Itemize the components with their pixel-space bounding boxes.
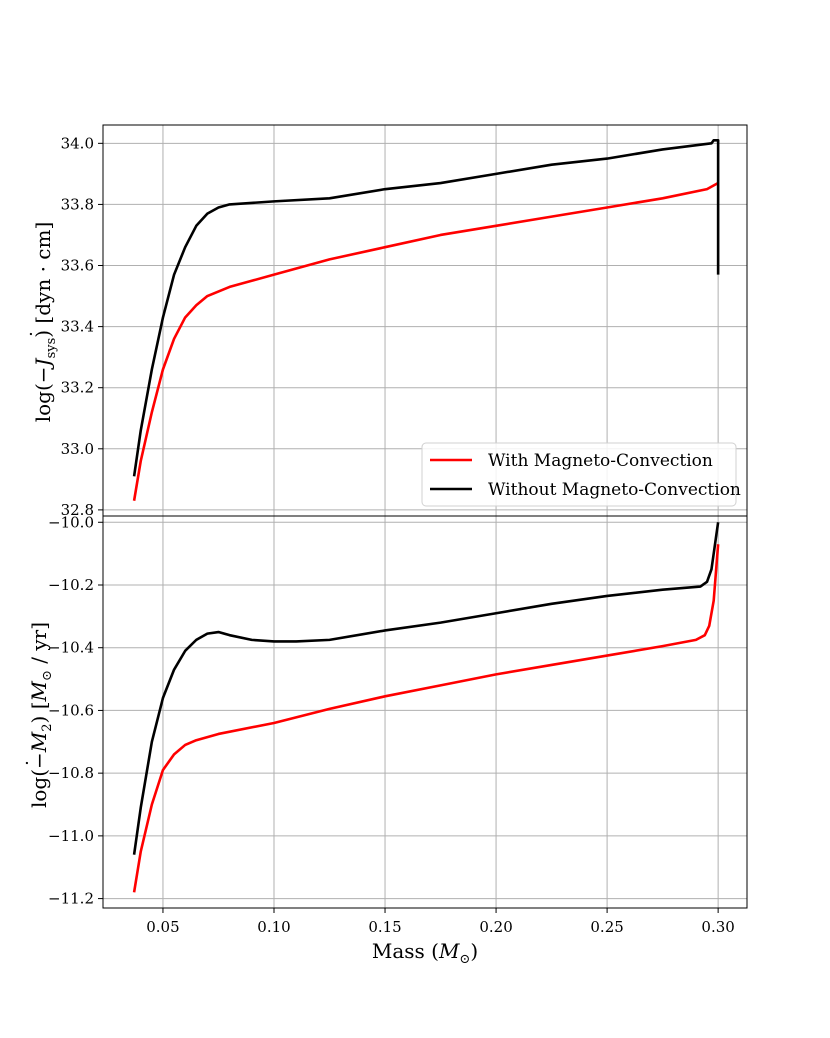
top-y-tick-label: 34.0 — [61, 134, 94, 152]
bottom-series-line-with-magneto-convection — [132, 544, 720, 893]
top-panel-jdot-sys: 32.8 33.0 33.2 33.4 33.6 33.8 34.0 With Magneto… — [61, 124, 748, 519]
top-series-line-without-magneto-convection — [132, 138, 720, 477]
x-tick-label: 0.25 — [590, 918, 623, 936]
legend-label-without-magneto-convection: Without Magneto-Convection — [488, 480, 741, 500]
top-y-axis-label: log(−Jsys) [dyn · cm] — [31, 222, 59, 423]
bottom-panel-mdot-2: −11.2 −11.0 −10.8 −10.6 −10.4 −10.2 −10.0 0.05 0… — [48, 513, 748, 936]
x-tick-label: 0.30 — [701, 918, 734, 936]
bottom-y-tick-label: −10.4 — [48, 639, 94, 657]
top-y-tick-label: 33.0 — [61, 440, 94, 458]
bottom-series-line-without-magneto-convection — [132, 522, 720, 855]
bottom-y-tick-label: −10.0 — [48, 513, 94, 531]
top-series-line-with-magneto-convection — [132, 181, 719, 501]
top-y-tick-label: 33.6 — [61, 257, 94, 275]
legend-label-with-magneto-convection: With Magneto-Convection — [488, 451, 713, 471]
bottom-y-tick-label: −11.0 — [48, 827, 94, 845]
top-y-tick-label: 33.2 — [61, 379, 94, 397]
bottom-y-tick-label: −10.8 — [48, 764, 94, 782]
bottom-y-tick-label: −11.2 — [48, 890, 94, 908]
legend: With Magneto-Convection Without Magneto-C… — [421, 442, 741, 507]
top-y-tick-label: 33.4 — [61, 318, 94, 336]
x-tick-label: 0.10 — [257, 918, 290, 936]
bottom-y-tick-label: −10.2 — [48, 576, 94, 594]
bottom-y-axis-label-dot: ˙ — [22, 758, 46, 768]
x-tick-label: 0.05 — [146, 918, 179, 936]
x-tick-label: 0.15 — [368, 918, 401, 936]
x-tick-label: 0.20 — [479, 918, 512, 936]
top-y-tick-label: 33.8 — [61, 195, 94, 213]
top-y-axis-label-dot: ˙ — [26, 329, 50, 339]
x-axis-label: Mass (M⊙) — [372, 939, 478, 967]
bottom-axes-frame — [102, 515, 748, 909]
legend-box — [421, 442, 737, 507]
bottom-y-axis-label: log(−M2) [M⊙ / yr] — [27, 622, 55, 808]
bottom-y-tick-label: −10.6 — [48, 701, 94, 719]
top-y-tick-label: 32.8 — [61, 501, 94, 519]
